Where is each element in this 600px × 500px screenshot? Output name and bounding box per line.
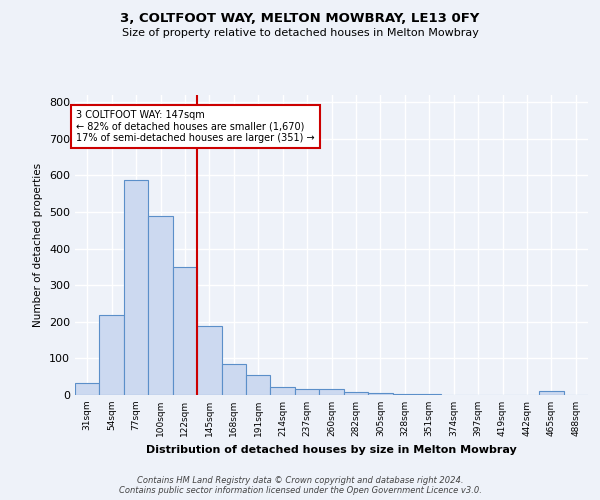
Text: 3 COLTFOOT WAY: 147sqm
← 82% of detached houses are smaller (1,670)
17% of semi-: 3 COLTFOOT WAY: 147sqm ← 82% of detached… [76,110,315,143]
Bar [100,315,124,395]
Bar [271,388,295,395]
Bar [124,180,148,395]
Bar [539,392,563,395]
Bar [173,268,197,395]
Bar [246,375,271,395]
Bar [197,326,221,395]
Bar [75,383,100,395]
Bar [148,216,173,395]
Bar [392,394,417,395]
Text: Contains HM Land Registry data © Crown copyright and database right 2024.
Contai: Contains HM Land Registry data © Crown c… [119,476,481,495]
Bar [221,364,246,395]
Bar [344,392,368,395]
Bar [295,389,319,395]
X-axis label: Distribution of detached houses by size in Melton Mowbray: Distribution of detached houses by size … [146,444,517,454]
Bar [417,394,442,395]
Y-axis label: Number of detached properties: Number of detached properties [34,163,43,327]
Bar [368,393,392,395]
Text: Size of property relative to detached houses in Melton Mowbray: Size of property relative to detached ho… [122,28,478,38]
Bar [319,389,344,395]
Text: 3, COLTFOOT WAY, MELTON MOWBRAY, LE13 0FY: 3, COLTFOOT WAY, MELTON MOWBRAY, LE13 0F… [121,12,479,26]
